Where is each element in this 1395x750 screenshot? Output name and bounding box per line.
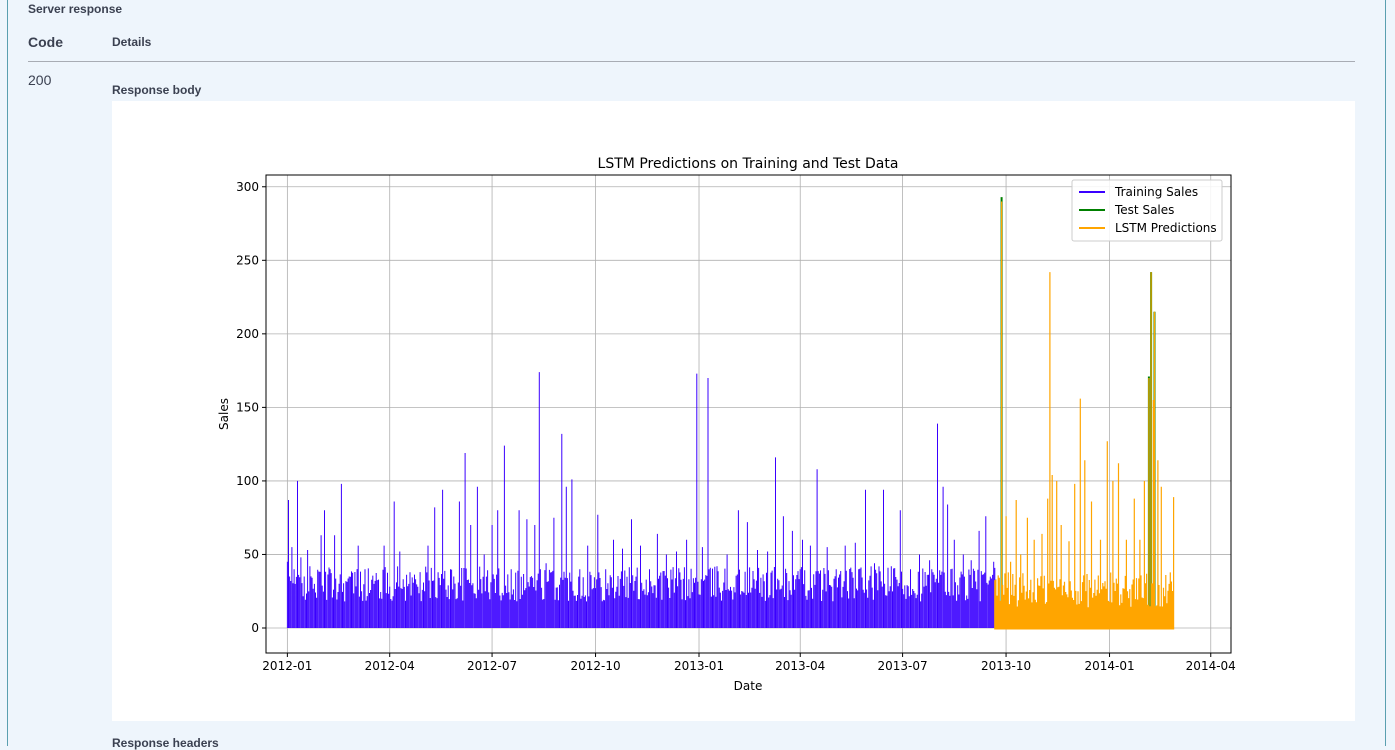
x-tick-label: 2014-01 <box>1084 659 1134 673</box>
y-axis-label: Sales <box>217 398 231 430</box>
legend-label-lstm: LSTM Predictions <box>1115 221 1217 235</box>
chart-title: LSTM Predictions on Training and Test Da… <box>598 156 899 172</box>
sales-chart: 0 50 100 150 200 250 300 2012-01 2012-04 2012-07… <box>217 156 1236 693</box>
y-tick-label: 0 <box>251 621 259 635</box>
y-tick-label: 250 <box>236 253 259 267</box>
x-tick-label: 2012-04 <box>365 659 415 673</box>
y-tick-label: 100 <box>236 474 259 488</box>
header-divider <box>28 61 1355 62</box>
x-tick-label: 2013-04 <box>775 659 825 673</box>
x-ticks: 2012-01 2012-04 2012-07 2012-10 2013-01 2013-… <box>262 653 1236 673</box>
response-headers-label: Response headers <box>112 736 219 750</box>
y-tick-label: 200 <box>236 327 259 341</box>
series-training-sales <box>286 372 996 628</box>
x-tick-label: 2013-01 <box>674 659 724 673</box>
server-response-title: Server response <box>28 2 123 16</box>
response-panel <box>7 0 1386 746</box>
response-code: 200 <box>28 72 52 88</box>
plot-frame <box>265 174 1232 654</box>
y-tick-label: 50 <box>244 547 259 561</box>
y-tick-label: 150 <box>236 400 259 414</box>
legend-label-training: Training Sales <box>1114 185 1198 199</box>
series-lstm-predictions <box>994 201 1175 630</box>
response-body-image: 0 50 100 150 200 250 300 2012-01 2012-04 2012-07… <box>112 101 1355 721</box>
series-layer <box>286 197 1175 630</box>
code-column-header: Code <box>28 34 63 50</box>
legend-box <box>1071 179 1223 242</box>
x-tick-label: 2012-07 <box>467 659 517 673</box>
y-tick-label: 300 <box>236 180 259 194</box>
x-tick-label: 2013-07 <box>878 659 928 673</box>
x-tick-label: 2014-04 <box>1186 659 1236 673</box>
legend-label-test: Test Sales <box>1114 203 1174 217</box>
x-axis-label: Date <box>734 679 763 693</box>
x-tick-label: 2012-01 <box>262 659 312 673</box>
y-ticks: 0 50 100 150 200 250 300 <box>236 180 266 635</box>
legend: Training Sales Test Sales LSTM Predictio… <box>1071 179 1223 242</box>
details-column-header: Details <box>112 35 152 49</box>
plot-area <box>266 175 1231 653</box>
x-tick-label: 2012-10 <box>570 659 620 673</box>
response-body-label: Response body <box>112 83 202 97</box>
x-tick-label: 2013-10 <box>981 659 1031 673</box>
